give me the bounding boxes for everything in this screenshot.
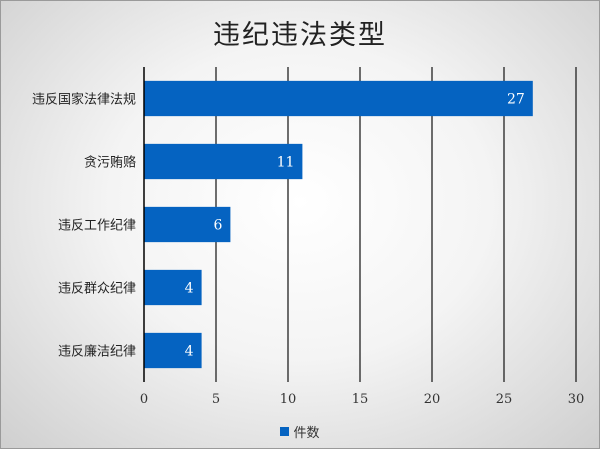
category-label: 违反国家法律法规 [32,92,136,108]
legend-label: 件数 [293,426,320,441]
x-tick-label: 10 [280,392,297,407]
bar [144,269,202,306]
bar [144,332,202,369]
category-label: 违反工作纪律 [58,219,136,234]
legend-swatch [280,427,290,436]
bar [144,143,303,180]
x-tick-label: 20 [424,392,441,407]
data-label: 4 [185,344,194,360]
x-tick-label: 25 [496,392,513,407]
data-label: 11 [277,155,295,171]
x-tick-label: 0 [140,392,148,407]
bar [144,206,231,243]
chart-title: 违纪违法类型 [213,20,387,51]
data-label: 6 [213,218,222,234]
bar [144,80,533,117]
data-label: 27 [507,92,525,108]
category-label: 贪污贿赂 [84,155,136,171]
category-label: 违反群众纪律 [58,282,136,297]
x-tick-label: 15 [352,392,369,407]
x-tick-label: 5 [212,392,220,407]
chart-legend: 件数 [1,422,599,441]
category-label: 违反廉洁纪律 [58,344,136,360]
data-label: 4 [185,281,194,297]
x-tick-label: 30 [568,392,585,407]
